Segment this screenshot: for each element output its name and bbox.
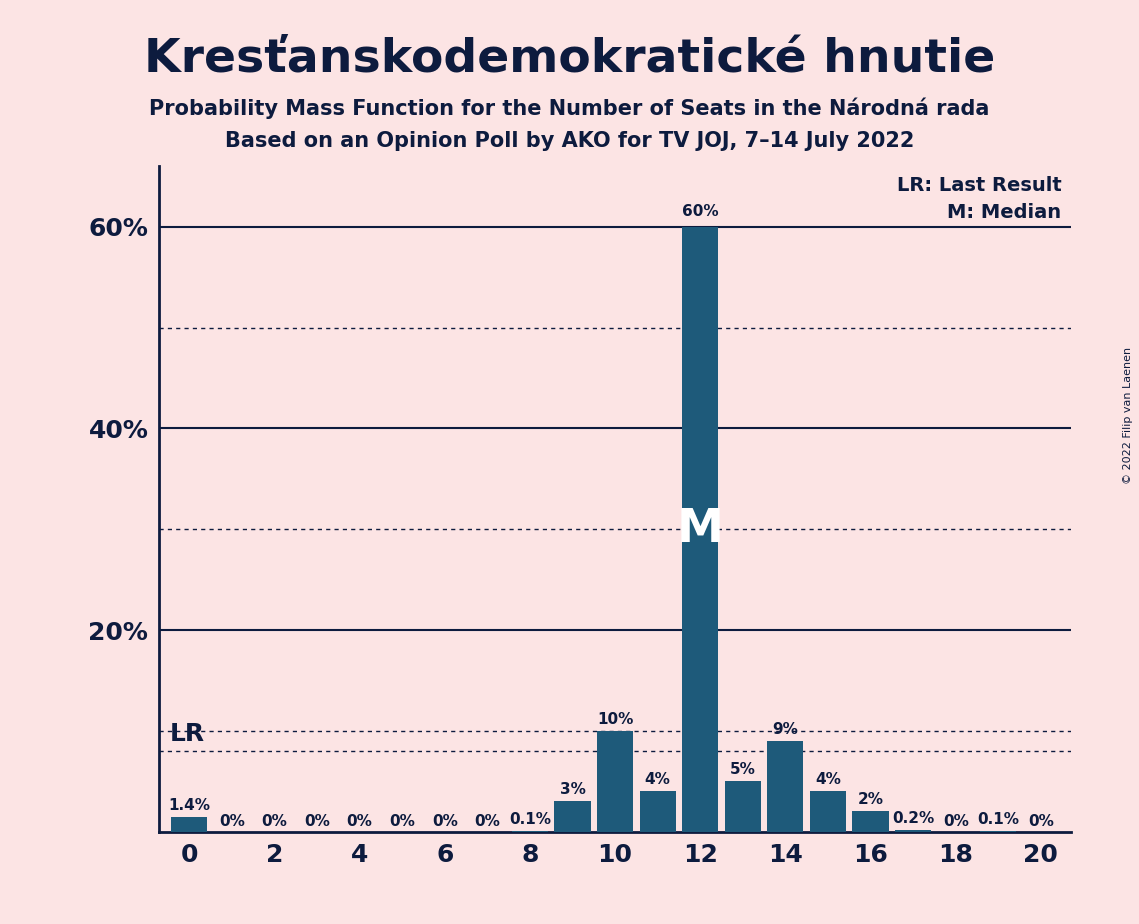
Text: 9%: 9% bbox=[772, 722, 798, 736]
Text: 0%: 0% bbox=[432, 813, 458, 829]
Bar bbox=[981, 831, 1016, 832]
Bar bbox=[511, 831, 548, 832]
Bar bbox=[768, 741, 803, 832]
Bar bbox=[639, 791, 675, 832]
Bar bbox=[852, 811, 888, 832]
Bar bbox=[724, 781, 761, 832]
Text: Kresťanskodemokratické hnutie: Kresťanskodemokratické hnutie bbox=[144, 37, 995, 82]
Text: 0%: 0% bbox=[390, 813, 415, 829]
Text: 2%: 2% bbox=[858, 793, 884, 808]
Text: 0.1%: 0.1% bbox=[509, 811, 551, 827]
Text: 0%: 0% bbox=[304, 813, 330, 829]
Text: 0%: 0% bbox=[262, 813, 287, 829]
Text: 0%: 0% bbox=[346, 813, 372, 829]
Bar bbox=[555, 801, 591, 832]
Text: 4%: 4% bbox=[645, 772, 671, 787]
Text: M: Median: M: Median bbox=[948, 203, 1062, 222]
Text: 3%: 3% bbox=[559, 783, 585, 797]
Bar bbox=[682, 226, 719, 832]
Text: 10%: 10% bbox=[597, 711, 633, 727]
Text: 0.2%: 0.2% bbox=[892, 810, 934, 825]
Text: 60%: 60% bbox=[682, 203, 719, 219]
Text: 5%: 5% bbox=[730, 762, 756, 777]
Text: 0%: 0% bbox=[474, 813, 500, 829]
Text: 0%: 0% bbox=[1027, 813, 1054, 829]
Text: LR: LR bbox=[170, 722, 205, 746]
Bar bbox=[810, 791, 846, 832]
Text: LR: Last Result: LR: Last Result bbox=[896, 176, 1062, 195]
Text: 0%: 0% bbox=[219, 813, 245, 829]
Text: 0%: 0% bbox=[943, 813, 968, 829]
Text: Probability Mass Function for the Number of Seats in the Národná rada: Probability Mass Function for the Number… bbox=[149, 97, 990, 118]
Text: 4%: 4% bbox=[816, 772, 841, 787]
Bar bbox=[895, 830, 932, 832]
Text: M: M bbox=[677, 506, 723, 552]
Text: 0.1%: 0.1% bbox=[977, 811, 1019, 827]
Text: Based on an Opinion Poll by AKO for TV JOJ, 7–14 July 2022: Based on an Opinion Poll by AKO for TV J… bbox=[224, 131, 915, 152]
Text: 1.4%: 1.4% bbox=[169, 798, 211, 813]
Bar bbox=[171, 818, 207, 832]
Text: © 2022 Filip van Laenen: © 2022 Filip van Laenen bbox=[1123, 347, 1133, 484]
Bar bbox=[597, 731, 633, 832]
